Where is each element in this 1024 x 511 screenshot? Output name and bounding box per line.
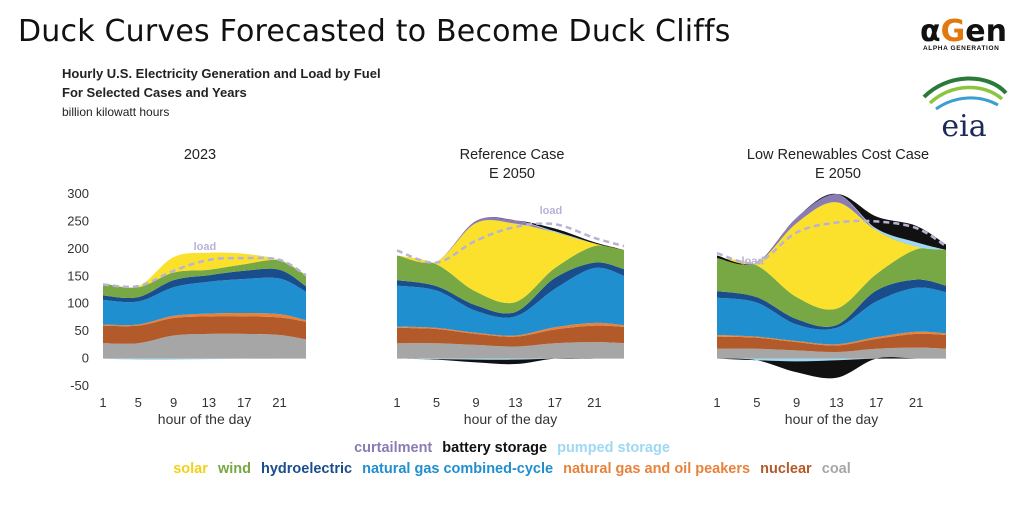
- legend-item-battery-storage: battery storage: [442, 440, 548, 456]
- chart-3-load-label: load: [742, 256, 765, 268]
- chart-1-area-nuclear: [103, 316, 306, 344]
- chart-1-x-tick-label: 17: [237, 395, 251, 410]
- chart-3-area-pumped-charge: [717, 358, 946, 362]
- chart-3-area-curtailment: [717, 193, 946, 265]
- chart-2-area-solar: [397, 220, 624, 304]
- chart-1-area-peakers: [103, 313, 306, 327]
- svg-text:eia: eia: [941, 109, 986, 141]
- chart-3-title: Low Renewables Cost Case: [747, 147, 929, 163]
- chart-2-subtitle: E 2050: [489, 166, 535, 182]
- chart-2-area-ngcc: [397, 267, 624, 336]
- chart-3-x-tick-label: 9: [793, 395, 800, 410]
- chart-3-area-coal: [717, 347, 946, 359]
- chart-1-x-tick-label: 9: [170, 395, 177, 410]
- legend-item-peakers: natural gas and oil peakers: [563, 461, 751, 477]
- y-tick-label: 50: [75, 323, 89, 338]
- y-tick-label: 300: [67, 186, 89, 201]
- chart-2-area-pumped-charge: [397, 358, 624, 360]
- chart-3-x-tick-label: 17: [869, 395, 883, 410]
- legend-item-coal: coal: [821, 461, 851, 477]
- chart-3-area-nuclear: [717, 333, 946, 353]
- chart-2-x-axis-label: hour of the day: [464, 411, 557, 427]
- chart-1-x-tick-label: 1: [99, 395, 106, 410]
- chart-2-x-tick-label: 17: [548, 395, 562, 410]
- alpha-generation-logo: αGen ALPHA GENERATION: [920, 14, 1007, 52]
- chart-3-area-solar: [717, 202, 946, 310]
- chart-2-x-tick-label: 9: [472, 395, 479, 410]
- chart-1-area-ngcc: [103, 277, 306, 326]
- legend-storage-row: curtailment battery storage pumped stora…: [0, 440, 1024, 456]
- chart-1-load-label: load: [194, 241, 217, 253]
- y-tick-label: 100: [67, 296, 89, 311]
- legend-item-wind: wind: [217, 461, 251, 477]
- chart-2-title: Reference Case: [460, 147, 565, 163]
- chart-3-area-peakers: [717, 331, 946, 346]
- chart-2-area-wind: [397, 245, 624, 314]
- eia-logo: eia: [922, 76, 1008, 141]
- chart-subtitle-line2: For Selected Cases and Years: [62, 85, 247, 100]
- chart-unit-label: billion kilowatt hours: [62, 105, 170, 119]
- chart-2-area-nuclear: [397, 325, 624, 347]
- chart-3-area-ngcc: [717, 287, 946, 345]
- chart-3-area-wind: [717, 247, 946, 327]
- chart-2-x-tick-label: 21: [587, 395, 601, 410]
- legend-fuel-row: solar wind hydroelectric natural gas com…: [0, 461, 1024, 477]
- chart-3-x-tick-label: 1: [713, 395, 720, 410]
- y-tick-label: -50: [70, 378, 89, 393]
- legend-item-ngcc: natural gas combined-cycle: [362, 461, 554, 477]
- legend-item-nuclear: nuclear: [760, 461, 812, 477]
- chart-1-area-coal: [103, 333, 306, 359]
- y-tick-label: 0: [82, 351, 89, 366]
- chart-3-x-tick-label: 5: [753, 395, 760, 410]
- legend-item-hydroelectric: hydroelectric: [261, 461, 353, 477]
- chart-2-load-label: load: [540, 205, 563, 217]
- chart-3-area-hydro: [717, 279, 946, 330]
- chart-3-x-axis-label: hour of the day: [785, 411, 878, 427]
- chart-2-load-line: [396, 222, 625, 264]
- charts-area: 2023 -50 0 50 100 150 200 250 300 load 1 5 9 13 17 21 ho…: [67, 147, 947, 427]
- chart-2-area-peakers: [397, 322, 624, 337]
- legend-item-solar: solar: [173, 461, 208, 477]
- chart-2-x-tick-label: 13: [508, 395, 522, 410]
- chart-3-area-battery-charge: [717, 357, 946, 379]
- y-tick-label: 200: [67, 241, 89, 256]
- chart-3-subtitle: E 2050: [815, 166, 861, 182]
- legend-item-pumped-storage: pumped storage: [557, 440, 670, 456]
- chart-3-x-tick-label: 21: [909, 395, 923, 410]
- chart-1-area-hydro: [103, 268, 306, 303]
- chart-1-load-line: [102, 256, 307, 289]
- chart-1-x-tick-label: 21: [272, 395, 286, 410]
- chart-2-area-coal: [397, 342, 624, 359]
- y-tick-label: 250: [67, 213, 89, 228]
- legend-item-curtailment: curtailment: [354, 440, 433, 456]
- chart-2-x-tick-label: 1: [393, 395, 400, 410]
- chart-1-title: 2023: [184, 147, 216, 163]
- chart-2-x-tick-label: 5: [433, 395, 440, 410]
- chart-1-x-tick-label: 13: [202, 395, 216, 410]
- slide-title: Duck Curves Forecasted to Become Duck Cl…: [18, 14, 731, 49]
- chart-1-x-axis-label: hour of the day: [158, 411, 251, 427]
- chart-3-load-line: [716, 219, 947, 265]
- chart-1-area-pumped-charge: [103, 358, 306, 360]
- chart-1-area-solar: [103, 252, 306, 288]
- y-tick-label: 150: [67, 268, 89, 283]
- chart-2-area-hydro: [397, 262, 624, 318]
- chart-2-area-battery-charge: [397, 358, 624, 365]
- chart-1-area-wind: [103, 259, 306, 298]
- chart-subtitle-line1: Hourly U.S. Electricity Generation and L…: [62, 66, 381, 81]
- chart-3-x-tick-label: 13: [829, 395, 843, 410]
- chart-1-x-tick-label: 5: [135, 395, 142, 410]
- chart-3-area-battery-discharge: [717, 193, 946, 265]
